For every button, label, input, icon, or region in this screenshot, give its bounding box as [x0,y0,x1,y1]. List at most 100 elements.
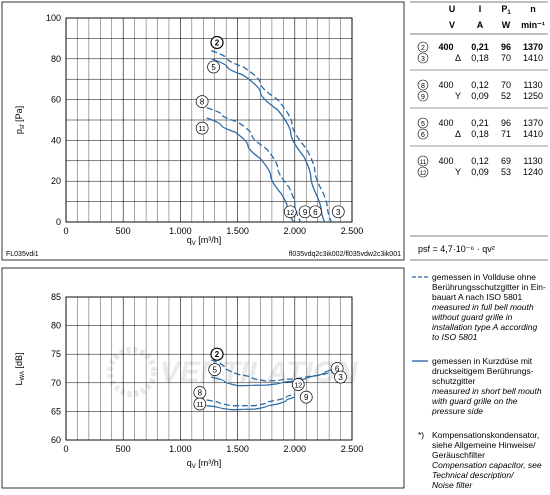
series-line-5 [211,369,333,387]
row-current: 0,09 [471,167,489,177]
curve-marker-2: 2 [210,35,224,50]
row-current: 0,09 [471,91,489,101]
marker-circle [210,35,224,50]
row-voltage: 400 [438,156,453,166]
row-current: 0,21 [471,42,489,52]
y-tick-label: 60 [51,95,61,105]
curve-marker-8: 8 [193,386,207,399]
table-row: 2 400 0,21 96 1370 [417,41,543,53]
curve-marker-5: 5 [208,363,222,376]
row-speed: 1130 [523,80,542,90]
table-unit-3: min⁻¹ [521,20,545,30]
row-voltage: 400 [438,80,453,90]
marker-label: 6 [335,365,340,374]
marker-label: 9 [304,393,309,402]
row-connection: Y [455,167,461,177]
legend-dashed-text: bauart A nach ISO 5801 [432,292,523,302]
x-tick-label: 500 [116,444,131,454]
upper-chart-frame [1,1,405,261]
legend-dashed-text-en: to ISO 5801 [432,332,478,342]
series-line-5 [211,58,326,223]
table-row: 12 Y 0,09 53 1240 [417,166,543,178]
marker-circle [334,370,347,384]
row-speed: 1250 [523,91,543,101]
legend-dashed-text: Berührungsschutzgitter in Ein- [432,282,546,292]
curve-marker-3: 3 [334,370,347,384]
curve-marker-12: 12 [283,205,297,219]
row-power: 96 [501,42,511,52]
table-head-1: I [479,4,482,14]
table-row: 9 Y 0,09 52 1250 [417,90,543,102]
marker-label: 11 [196,402,203,409]
y-tick-label: 75 [51,349,61,359]
marker-circle [283,205,297,219]
x-axis-label: qV [m³/h] [187,235,222,247]
curve-marker-12: 12 [291,378,305,391]
note-text-en: Compensation capacitor, see [432,460,542,470]
marker-label: 2 [215,38,220,47]
row-number: 8 [421,83,425,90]
table-unit-0: V [449,20,455,30]
row-current: 0,12 [471,156,489,166]
x-tick-label: 2.500 [341,226,364,236]
y-tick-label: 100 [46,13,61,23]
table-row: 8 400 0,12 70 1130 [417,79,543,91]
marker-circle [210,347,224,361]
row-connection: Y [455,91,461,101]
row-speed: 1410 [523,129,543,139]
row-speed: 1370 [523,42,543,52]
legend-dashed-text-en: measured in full bell mouth [432,302,534,312]
y-tick-label: 80 [51,54,61,64]
lower-chart-frame [1,267,405,489]
row-number-circle [417,155,429,167]
row-number: 11 [420,160,427,166]
x-tick-label: 1.000 [169,226,192,236]
marker-circle [309,205,322,219]
row-number: 5 [421,121,425,128]
x-tick-label: 1.500 [226,226,249,236]
row-number: 6 [421,132,425,139]
row-number-circle [417,117,429,129]
marker-circle [195,95,209,108]
y-tick-label: 40 [51,135,61,145]
note-text: Geräuschfilter [432,450,485,460]
row-number-circle [417,90,429,102]
row-number-circle [417,52,429,64]
row-speed: 1410 [523,53,543,63]
table-row: 3 Δ 0,18 70 1410 [417,52,543,64]
marker-label: 3 [338,373,343,382]
legend-solid-text-en: pressure side [431,406,483,416]
marker-circle [193,397,207,411]
row-speed: 1370 [523,118,543,128]
legend-solid-text-en: measured in short bell mouth [432,386,542,396]
legend-dashed-text-en: without guard grille in [432,312,513,322]
curve-marker-11: 11 [193,397,207,411]
legend-solid-text: schutzgitter [432,376,476,386]
row-power: 53 [501,167,511,177]
note-text: Kompensationskondensator, [432,430,539,440]
row-power: 71 [501,129,511,139]
marker-label: 9 [303,208,308,217]
marker-circle [299,390,313,404]
y-tick-label: 80 [51,321,61,331]
row-power: 70 [501,80,511,90]
y-tick-label: 60 [51,435,61,445]
row-number-circle [417,41,429,53]
note-marker: *) [418,430,424,440]
series-line-11 [206,396,295,411]
row-current: 0,18 [471,53,489,63]
table-head-3: n [530,4,536,14]
marker-label: 6 [313,208,318,217]
row-number: 2 [421,45,425,52]
row-number-circle [417,79,429,91]
x-tick-label: 500 [116,226,131,236]
curve-marker-2: 2 [210,347,224,361]
x-tick-label: 2.000 [284,226,307,236]
row-number: 12 [420,171,427,177]
series-line-8 [206,107,302,223]
legend-dashed-text: gemessen in Vollduse ohne [432,272,536,282]
curve-marker-5: 5 [207,60,220,74]
marker-circle [331,205,345,219]
legend-solid-text-en: with guard grille on the [432,396,518,406]
marker-label: 8 [200,98,205,107]
